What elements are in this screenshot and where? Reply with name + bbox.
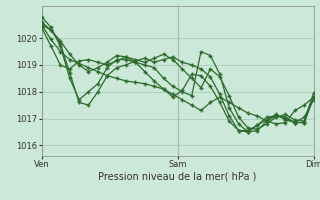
X-axis label: Pression niveau de la mer( hPa ): Pression niveau de la mer( hPa ): [99, 172, 257, 182]
